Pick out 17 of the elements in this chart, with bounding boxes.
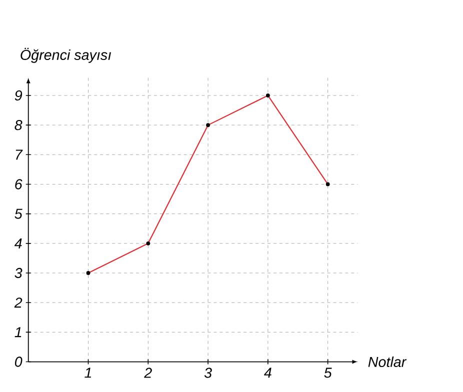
y-tick-label: 7 — [16, 150, 23, 160]
y-tick-label: 3 — [14, 268, 22, 278]
x-tick-label: 3 — [204, 368, 212, 378]
y-axis-title: Öğrenci sayısı — [20, 48, 111, 64]
y-tick-label: 6 — [15, 179, 22, 190]
y-tick-label: 1 — [14, 327, 22, 338]
x-tick-label: 4 — [264, 368, 272, 378]
x-tick-label: 2 — [144, 368, 152, 378]
y-tick-label: 8 — [14, 120, 22, 130]
x-axis-title: Notlar — [368, 356, 407, 368]
y-tick-label: 5 — [14, 209, 22, 220]
y-tick-label: 2 — [14, 298, 22, 308]
x-tick-label: 1 — [84, 368, 92, 378]
y-tick-label: 9 — [14, 90, 22, 101]
x-tick-label: 5 — [324, 368, 332, 378]
y-tick-label: 4 — [14, 238, 22, 249]
y-tick-label: 0 — [14, 356, 22, 368]
